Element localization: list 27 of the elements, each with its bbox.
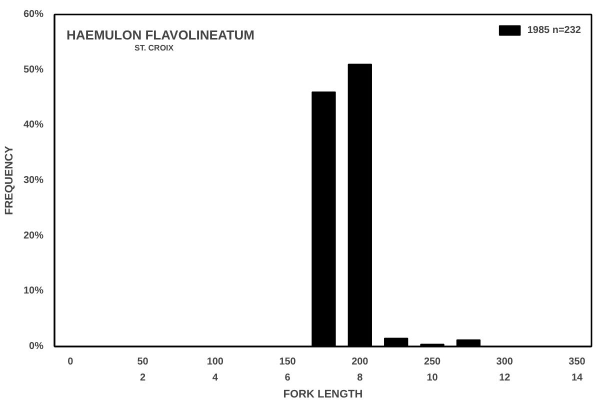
x2-tick-label: 2: [140, 372, 146, 384]
y-tick-label: 0%: [29, 341, 44, 352]
x-tick-label: 200: [352, 356, 369, 368]
y-tick-label: 10%: [23, 286, 44, 297]
y-tick-label: 60%: [23, 9, 44, 20]
text: HAEMULON FLAVOLINEATUM: [66, 28, 254, 42]
x-tick-label: 150: [279, 356, 296, 368]
x2-tick-label: 4: [212, 372, 218, 384]
y-tick-label: 50%: [23, 64, 44, 76]
y-axis-title: FREQUENCY: [3, 145, 16, 216]
x-tick-label: 350: [568, 356, 586, 368]
y-tick-label: 20%: [23, 230, 44, 242]
y-tick-label: 30%: [23, 175, 44, 186]
x-tick-label: 250: [424, 356, 442, 368]
x2-tick-label: 10: [426, 372, 438, 384]
x-tick-label: 0: [68, 356, 74, 368]
x2-tick-label: 12: [499, 372, 511, 384]
x-tick-label: 300: [496, 356, 514, 368]
x-tick-label: 50: [137, 356, 149, 368]
text: ST. CROIX: [134, 44, 174, 52]
x2-tick-label: 14: [571, 372, 584, 384]
legend-label: 1985 n=232: [527, 24, 581, 36]
x2-tick-label: 6: [284, 372, 291, 384]
x-axis-title: FORK LENGTH: [283, 388, 363, 400]
y-tick-label: 40%: [23, 120, 44, 131]
x2-tick-label: 8: [357, 372, 364, 384]
x-tick-label: 100: [206, 356, 224, 368]
